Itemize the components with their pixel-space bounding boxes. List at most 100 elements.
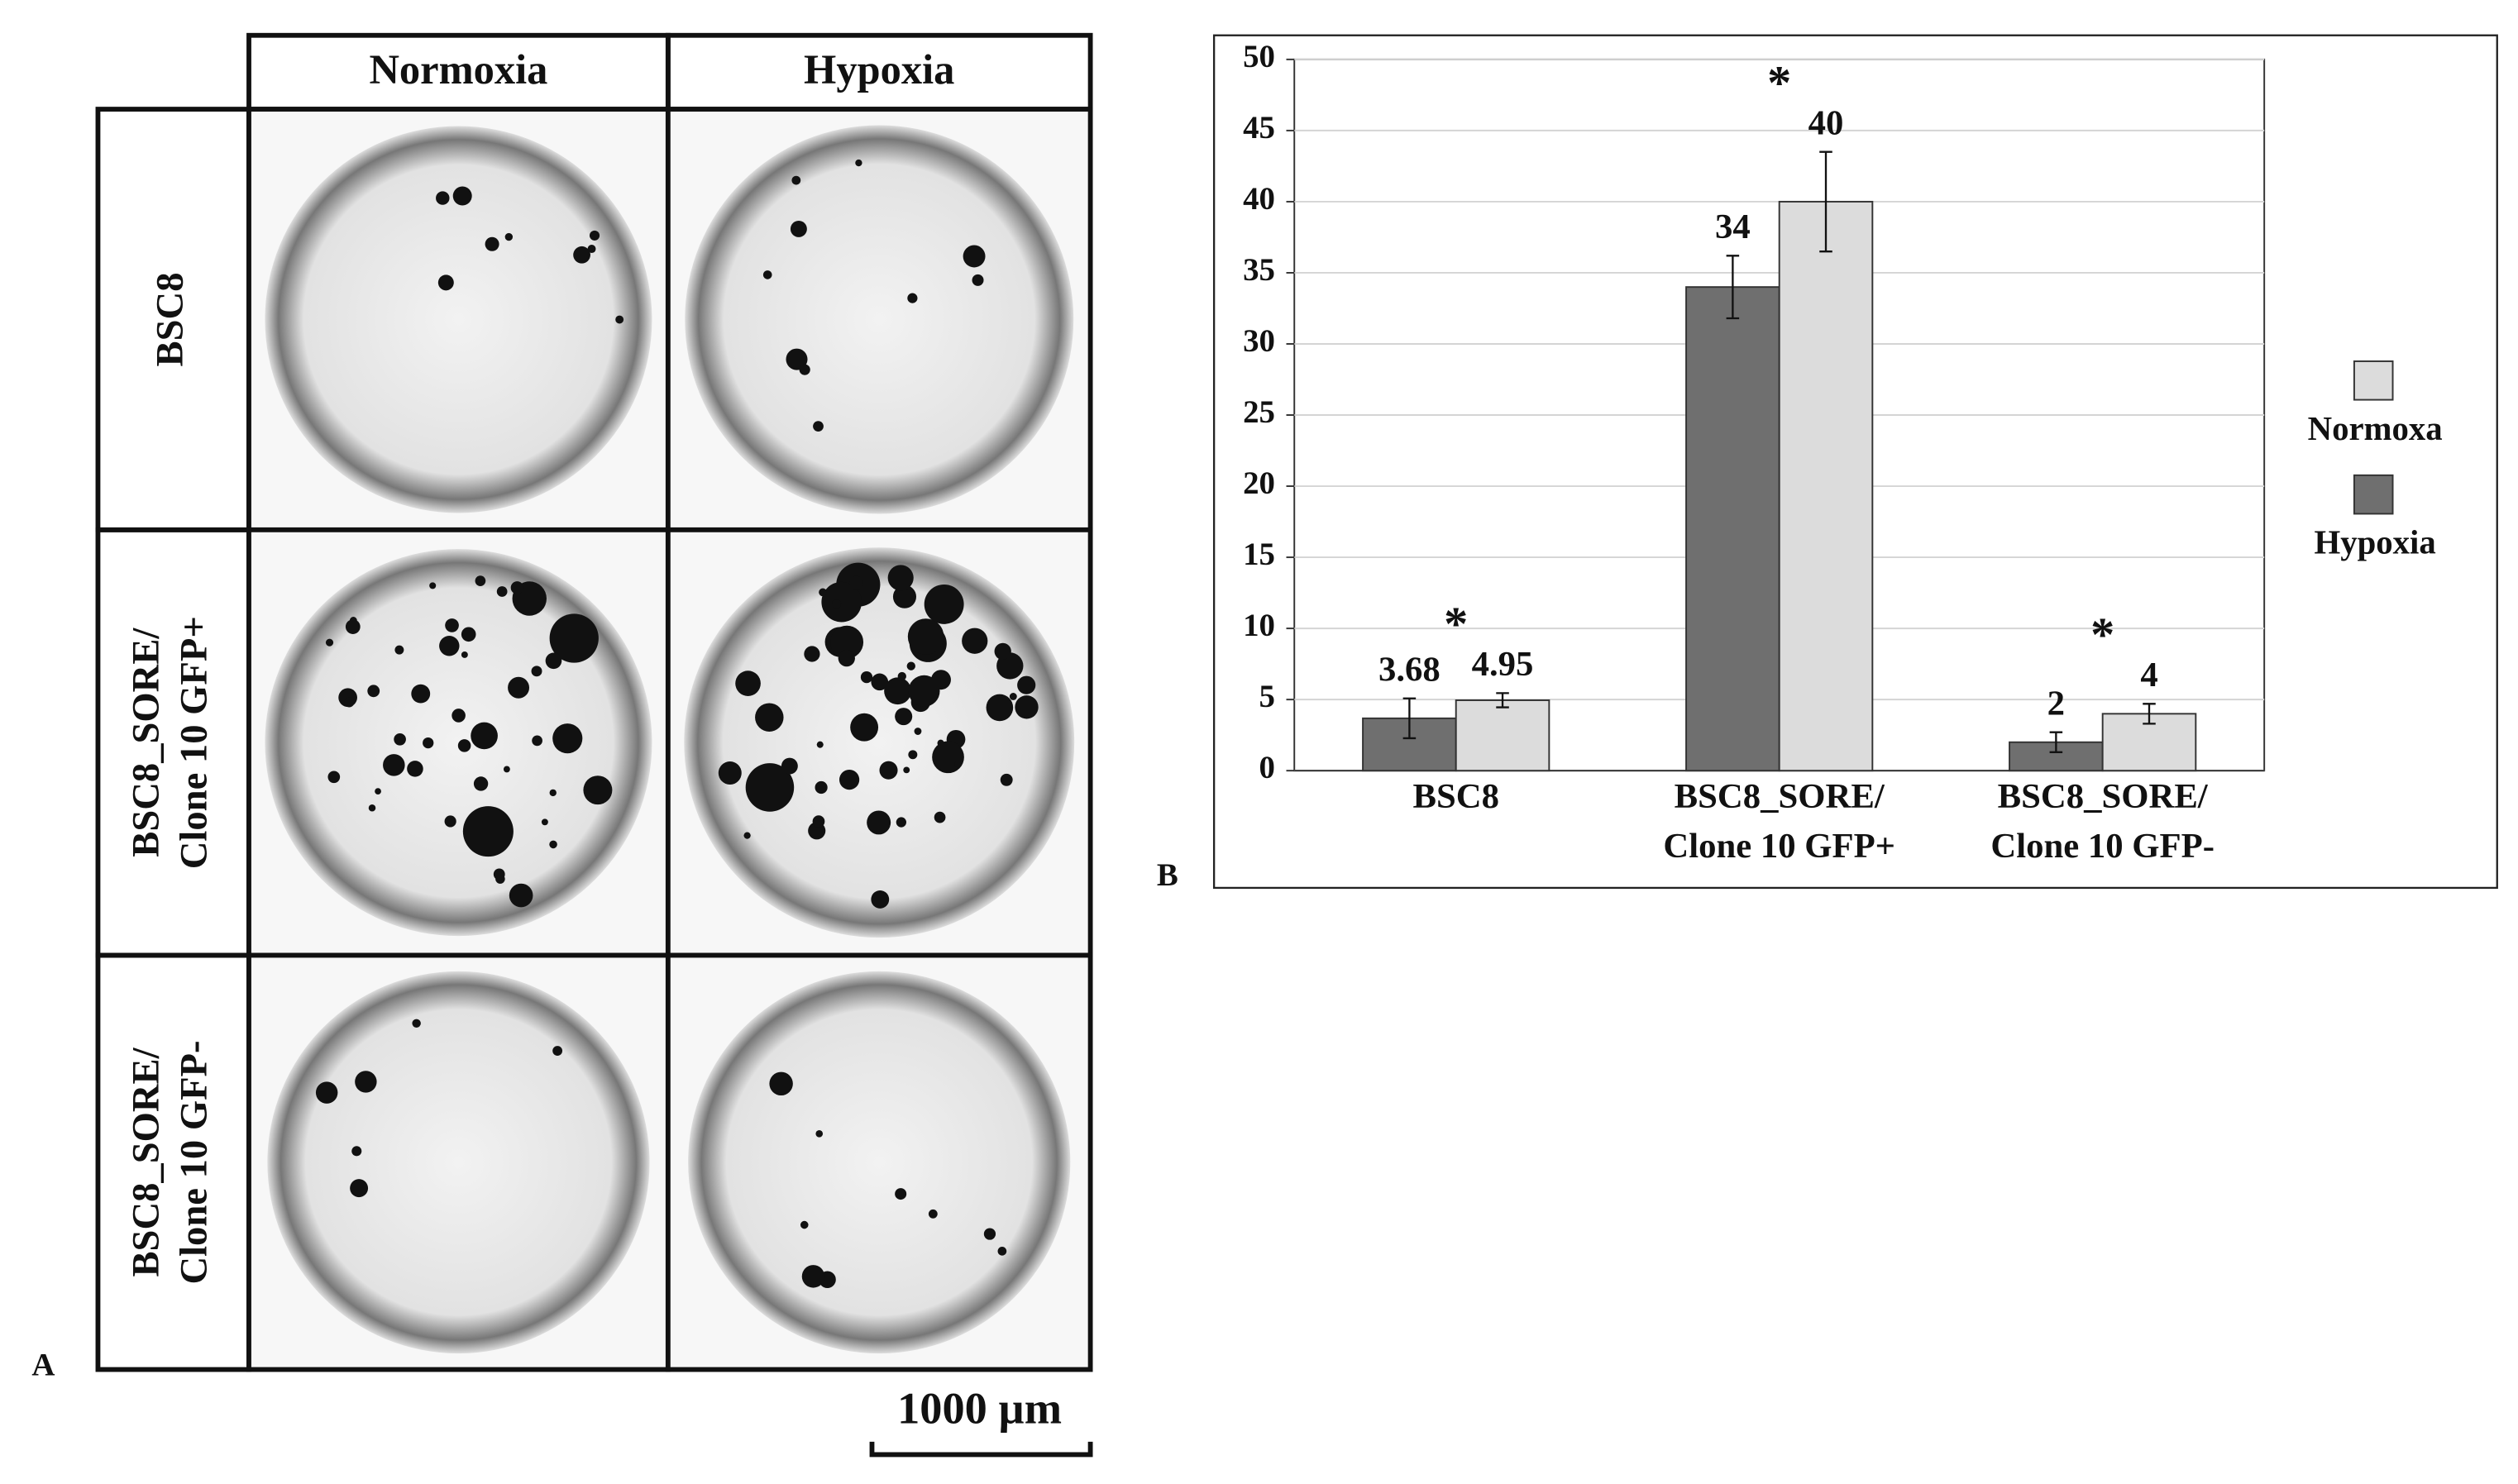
colony — [583, 775, 613, 805]
colony — [908, 750, 918, 760]
x-tick-label: BSC8_SORE/ — [1675, 777, 1885, 816]
error-bar — [1819, 150, 1832, 253]
colony — [839, 770, 860, 790]
chart-frame — [1212, 34, 2498, 890]
colony — [350, 1179, 369, 1198]
dish — [267, 971, 650, 1354]
row-label-line: BSC8_SORE/ — [124, 1047, 167, 1276]
colony — [549, 840, 557, 849]
row-label-line: Clone 10 GFP- — [173, 1040, 216, 1284]
colony — [755, 703, 784, 732]
colony — [934, 811, 946, 823]
colony — [462, 806, 514, 857]
row-label-line: BSC8 — [148, 273, 191, 367]
y-tick-label: 0 — [1259, 750, 1274, 785]
panel-label: B — [1157, 857, 1178, 893]
colony — [892, 585, 917, 608]
y-tick-label: 30 — [1243, 323, 1275, 359]
colony — [781, 757, 798, 775]
y-tick-label: 20 — [1243, 465, 1275, 501]
colony — [762, 270, 772, 279]
colony — [745, 763, 795, 812]
colony — [906, 661, 915, 670]
column-header: Hypoxia — [804, 46, 954, 93]
colony — [815, 1129, 824, 1138]
colony — [903, 766, 910, 774]
colony — [327, 771, 341, 784]
bar — [1778, 200, 1874, 772]
dish — [688, 971, 1071, 1354]
colony — [879, 761, 898, 780]
colony — [437, 274, 454, 291]
colony — [812, 815, 825, 828]
colony — [461, 627, 476, 642]
colony — [1000, 773, 1013, 786]
colony — [963, 245, 986, 268]
colony — [315, 1081, 338, 1104]
colony — [850, 713, 879, 742]
colony — [867, 810, 891, 835]
colony — [791, 175, 801, 185]
colony — [508, 676, 530, 699]
colony — [367, 685, 380, 698]
colony — [871, 890, 890, 909]
bar — [1455, 699, 1550, 772]
colony — [718, 761, 742, 785]
colony — [895, 708, 913, 726]
colony — [914, 728, 922, 735]
colony — [871, 673, 889, 691]
colony — [884, 677, 911, 705]
colony — [855, 159, 862, 167]
row-label: BSC8_SORE/Clone 10 GFP+ — [124, 616, 215, 869]
dish — [685, 125, 1074, 514]
panel-label: A — [31, 1347, 55, 1382]
colony — [896, 817, 907, 828]
colony — [509, 883, 533, 908]
colony — [444, 815, 456, 828]
colony — [496, 586, 508, 597]
colony — [394, 645, 404, 655]
colony — [423, 737, 434, 749]
value-label: 34 — [1715, 208, 1751, 246]
colony — [457, 739, 471, 752]
colony — [907, 618, 944, 655]
y-tick-label: 10 — [1243, 608, 1275, 643]
x-tick-label: Clone 10 GFP+ — [1663, 827, 1895, 866]
colony — [412, 1019, 421, 1028]
colony — [1009, 693, 1017, 700]
colony — [383, 754, 405, 776]
legend-label: Hypoxia — [2315, 524, 2436, 561]
colony — [887, 565, 914, 591]
colony — [615, 315, 624, 324]
legend-label: Normoxa — [2308, 410, 2443, 447]
colony — [589, 230, 600, 241]
colony — [897, 671, 906, 681]
error-bar — [1726, 255, 1740, 320]
y-tick-label: 35 — [1243, 252, 1275, 288]
colony — [573, 246, 590, 264]
colony — [436, 191, 450, 205]
colony — [411, 684, 431, 704]
colony — [813, 421, 824, 432]
colony — [452, 709, 466, 723]
row-label-line: BSC8_SORE/ — [124, 627, 167, 857]
colony — [485, 236, 499, 251]
colony — [552, 1046, 563, 1056]
colony — [928, 1209, 938, 1219]
row-label: BSC8 — [148, 273, 191, 367]
colony — [545, 652, 562, 670]
colony — [790, 221, 807, 237]
y-tick-label: 25 — [1243, 394, 1275, 430]
colony — [344, 697, 355, 708]
colony — [895, 1188, 907, 1200]
colony — [743, 832, 751, 839]
error-bar — [2143, 703, 2156, 725]
x-tick-label: BSC8 — [1412, 777, 1498, 816]
error-bar — [2049, 731, 2063, 753]
scale-bar — [869, 1441, 1093, 1458]
colony — [473, 776, 489, 791]
legend-swatch — [2353, 474, 2394, 515]
colony — [1015, 695, 1039, 719]
colony — [355, 1071, 377, 1093]
